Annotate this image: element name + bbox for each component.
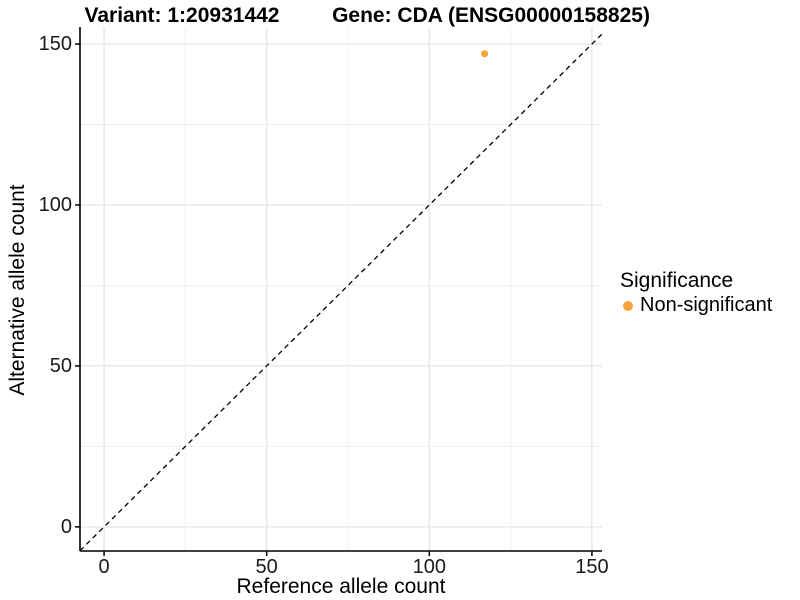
legend: Significance Non-significant bbox=[620, 268, 772, 317]
legend-key-dot-icon bbox=[623, 300, 633, 311]
x-axis-tick-label: 100 bbox=[412, 556, 446, 578]
y-axis-tick-label: 50 bbox=[49, 354, 72, 377]
x-axis-tick-label: 50 bbox=[255, 556, 278, 578]
plot-title-gene: Gene: CDA (ENSG00000158825) bbox=[332, 4, 650, 27]
y-axis-tick-label: 100 bbox=[38, 193, 72, 216]
x-axis-title: Reference allele count bbox=[236, 575, 446, 598]
y-axis-tick-label: 0 bbox=[60, 515, 72, 538]
legend-item-label: Non-significant bbox=[640, 294, 773, 316]
x-axis-tick-label: 150 bbox=[575, 556, 609, 578]
plot-title-variant: Variant: 1:20931442 bbox=[84, 4, 280, 27]
data-point bbox=[480, 50, 489, 58]
legend-title: Significance bbox=[620, 269, 734, 292]
x-axis-tick-label: 0 bbox=[98, 556, 110, 578]
legend-item-non-significant: Non-significant bbox=[620, 294, 772, 317]
y-axis-tick-label: 150 bbox=[38, 33, 72, 56]
identity-dashed-line bbox=[79, 33, 603, 552]
y-axis-title: Alternative allele count bbox=[6, 184, 29, 396]
